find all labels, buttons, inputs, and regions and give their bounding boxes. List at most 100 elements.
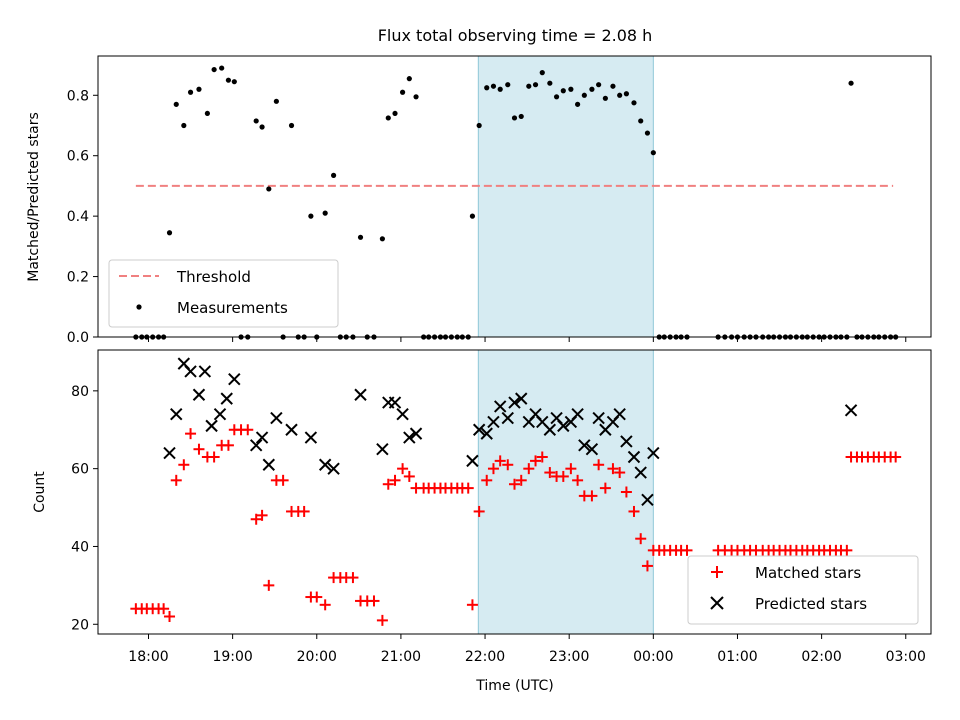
- measurement-point: [575, 101, 581, 107]
- matched-stars-points: [130, 424, 902, 626]
- measurement-point: [638, 118, 644, 124]
- y-tick-label: 20: [71, 617, 89, 633]
- matched-star-point: [193, 443, 205, 455]
- measurement-point: [644, 130, 651, 136]
- bottom-legend-box: [687, 555, 919, 625]
- predicted-star-point: [592, 411, 605, 425]
- legend-predicted-swatch: [710, 596, 724, 610]
- measurement-point: [225, 77, 232, 83]
- measurement-point: [308, 213, 314, 219]
- predicted-star-point: [634, 466, 647, 479]
- matched-star-point: [347, 572, 359, 584]
- x-tick-label: 18:00: [128, 649, 168, 665]
- matched-star-point: [178, 459, 190, 471]
- legend-predicted-label: Predicted stars: [755, 595, 867, 613]
- matched-star-point: [368, 595, 380, 607]
- y-tick-label: 0.2: [67, 270, 89, 286]
- matched-star-point: [185, 428, 197, 440]
- matched-star-point: [487, 463, 499, 475]
- measurement-point: [484, 85, 490, 91]
- top-y-axis: 0.0 0.2 0.4 0.6 0.8: [67, 88, 98, 346]
- measurement-point: [273, 98, 279, 104]
- measurement-point: [631, 100, 637, 106]
- y-tick-label: 0.0: [67, 330, 89, 346]
- matched-star-point: [586, 490, 598, 502]
- matched-star-point: [403, 470, 415, 482]
- matched-star-point: [530, 455, 542, 467]
- matched-star-point: [466, 599, 478, 611]
- predicted-star-point: [163, 446, 176, 460]
- predicted-star-point: [213, 407, 227, 421]
- measurement-point: [526, 83, 532, 89]
- predicted-star-point: [543, 423, 557, 436]
- predicted-star-point: [571, 407, 584, 421]
- measurement-point: [848, 80, 854, 86]
- measurement-point: [581, 92, 587, 98]
- matched-star-point: [515, 474, 527, 486]
- predicted-star-point: [557, 419, 570, 433]
- measurement-point: [330, 172, 337, 178]
- measurement-point: [505, 82, 511, 88]
- bottom-panel: 20 40 60 80 18:00 19:00 20:00 21:00 22:00 23:00 0…: [32, 349, 932, 694]
- measurement-point: [553, 94, 560, 100]
- matched-star-point: [277, 474, 289, 486]
- predicted-star-point: [641, 493, 654, 506]
- y-tick-label: 60: [71, 462, 89, 478]
- matched-star-point: [263, 579, 275, 591]
- matched-star-point: [473, 505, 485, 517]
- top-panel: 0.00.20.40.60.8 Matched/Predicted stars …: [26, 55, 932, 346]
- measurement-point: [617, 92, 623, 98]
- measurement-point: [357, 234, 364, 240]
- y-tick-label: 0.8: [67, 88, 89, 104]
- matched-star-point: [536, 451, 548, 463]
- predicted-star-point: [354, 388, 367, 401]
- predicted-star-point: [585, 442, 599, 456]
- matched-star-point: [250, 513, 262, 525]
- predicted-star-point: [403, 431, 416, 444]
- matched-star-point: [462, 482, 474, 494]
- predicted-star-point: [396, 407, 409, 421]
- matched-star-point: [319, 599, 331, 611]
- predicted-star-point: [627, 450, 641, 464]
- matched-star-point: [523, 463, 535, 475]
- measurement-point: [602, 95, 608, 101]
- predicted-star-point: [170, 407, 183, 421]
- measurement-point: [539, 70, 545, 76]
- matched-star-point: [628, 505, 640, 517]
- x-tick-label: 00:00: [633, 649, 673, 665]
- y-tick-label: 40: [71, 539, 89, 555]
- predicted-star-point: [285, 423, 298, 436]
- measurement-point: [469, 213, 476, 219]
- predicted-star-point: [249, 439, 263, 452]
- measurement-point: [231, 79, 237, 85]
- predicted-star-point: [472, 423, 486, 436]
- bottom-legend: Matched stars Predicted stars: [687, 555, 919, 625]
- measurement-point: [392, 110, 398, 117]
- predicted-star-point: [376, 442, 389, 456]
- predicted-star-point: [270, 411, 283, 425]
- matched-star-point: [557, 470, 569, 482]
- measurement-point: [187, 89, 194, 95]
- legend-measurements-label: Measurements: [177, 299, 288, 317]
- predicted-star-point: [480, 427, 493, 440]
- measurement-point: [610, 83, 616, 89]
- y-tick-label: 0.6: [67, 149, 89, 165]
- measurement-point: [379, 236, 385, 242]
- matched-star-point: [620, 486, 632, 498]
- predicted-star-point: [220, 392, 233, 405]
- measurement-point: [253, 118, 259, 124]
- x-tick-label: 03:00: [886, 649, 926, 665]
- predicted-star-point: [228, 372, 241, 386]
- matched-star-point: [641, 560, 653, 572]
- x-tick-label: 20:00: [297, 649, 337, 665]
- matched-star-point: [607, 463, 619, 475]
- predicted-star-point: [205, 419, 218, 433]
- measurement-point: [560, 88, 566, 94]
- measurement-point: [490, 83, 497, 89]
- matched-star-point: [311, 591, 323, 603]
- measurement-point: [166, 230, 173, 236]
- matched-star-point: [481, 474, 493, 486]
- measurement-point: [266, 186, 272, 192]
- x-axis-label: Time (UTC): [475, 678, 553, 694]
